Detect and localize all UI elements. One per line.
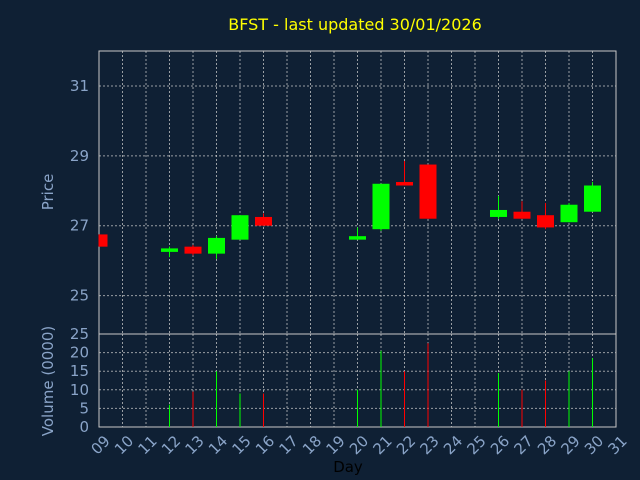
x-tick-label: 28 (534, 432, 560, 458)
candle-body (231, 215, 249, 240)
candle (98, 234, 108, 247)
candle-body (184, 246, 202, 254)
x-tick-label: 30 (581, 432, 607, 458)
volume-y-tick-label: 20 (70, 344, 89, 362)
x-tick-label: 22 (393, 432, 419, 458)
price-y-tick-label: 27 (70, 217, 89, 235)
x-tick-label: 29 (558, 432, 584, 458)
candle (161, 246, 178, 258)
candle-body (513, 211, 531, 219)
x-tick-label: 23 (417, 432, 443, 458)
candle (372, 183, 390, 231)
candle (208, 236, 225, 259)
candle (419, 164, 437, 219)
volume-bars (169, 343, 593, 427)
x-tick-label: 12 (158, 432, 184, 458)
price-candles (98, 161, 601, 259)
volume-y-tick-label: 10 (70, 381, 89, 399)
x-tick-label: 31 (605, 432, 631, 458)
candle-body (419, 164, 437, 219)
candle-body (208, 237, 225, 254)
x-tick-label: 27 (511, 432, 537, 458)
chart-title: BFST - last updated 30/01/2026 (228, 15, 482, 34)
x-tick-label: 26 (487, 432, 513, 458)
x-tick-label: 19 (323, 432, 349, 458)
price-y-tick-labels: 25 27 29 31 (70, 77, 89, 305)
x-tick-label: 18 (299, 432, 325, 458)
volume-y-tick-label: 0 (79, 418, 89, 436)
candle-body (161, 248, 178, 252)
x-tick-label: 11 (135, 432, 161, 458)
price-y-tick-label: 31 (70, 77, 89, 95)
candle-body (372, 183, 390, 230)
candle-body (490, 209, 507, 217)
candle-body (396, 182, 413, 186)
x-tick-label: 13 (182, 432, 208, 458)
volume-y-tick-label: 5 (79, 399, 89, 417)
x-tick-label: 17 (276, 432, 302, 458)
candle-body (255, 216, 272, 226)
price-y-tick-label: 25 (70, 287, 89, 305)
volume-axis-label: Volume (0000) (39, 326, 57, 436)
candle-body (537, 215, 554, 228)
candle (560, 202, 578, 223)
x-tick-labels: 0910111213141516171819202122232425262728… (88, 432, 631, 458)
x-tick-label: 20 (346, 432, 372, 458)
candle (490, 195, 507, 219)
volume-y-tick-label: 15 (70, 362, 89, 380)
candle (255, 213, 272, 226)
candle-body (99, 234, 108, 247)
volume-y-tick-label: 25 (70, 325, 89, 343)
x-tick-label: 25 (464, 432, 490, 458)
price-axis-label: Price (39, 174, 57, 211)
candle (537, 202, 554, 230)
candle-body (349, 236, 366, 240)
candle (349, 227, 366, 240)
candle (396, 161, 413, 186)
candle (231, 215, 249, 240)
x-tick-label: 16 (252, 432, 278, 458)
x-tick-label: 21 (370, 432, 396, 458)
x-tick-label: 24 (440, 432, 466, 458)
candle (184, 244, 202, 256)
candle (584, 182, 601, 212)
price-gridlines (99, 51, 616, 334)
x-axis-label: Day (333, 458, 363, 476)
price-y-tick-label: 29 (70, 147, 89, 165)
x-tick-label: 10 (111, 432, 137, 458)
x-tick-label: 14 (205, 432, 231, 458)
x-tick-label: 09 (88, 432, 114, 458)
candle-body (560, 204, 578, 223)
candle-body (584, 185, 601, 212)
candle (513, 201, 531, 219)
x-tick-label: 15 (229, 432, 255, 458)
